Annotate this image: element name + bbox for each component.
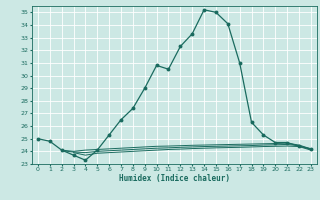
- X-axis label: Humidex (Indice chaleur): Humidex (Indice chaleur): [119, 174, 230, 183]
